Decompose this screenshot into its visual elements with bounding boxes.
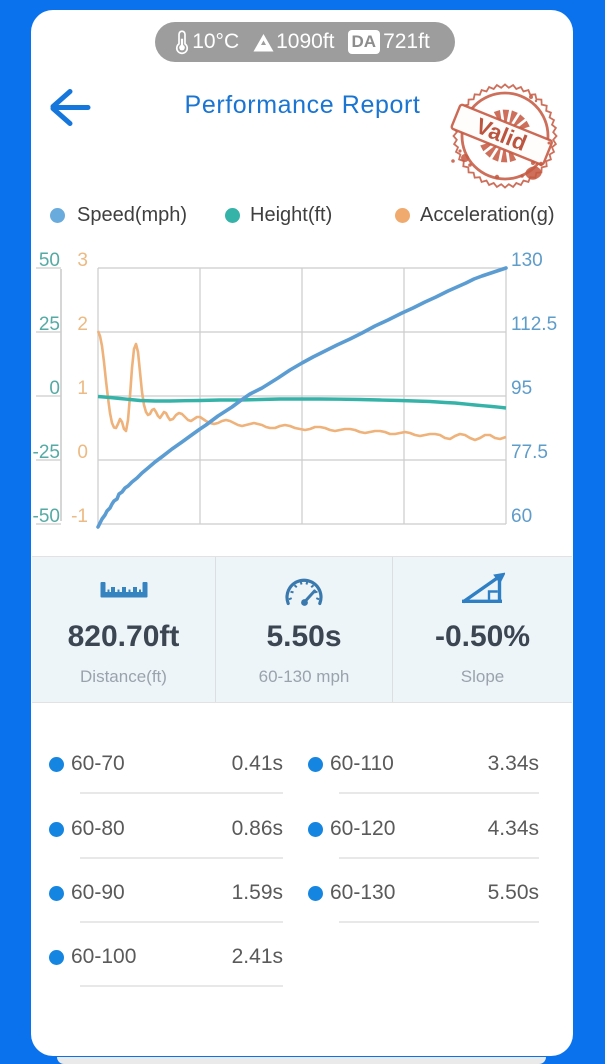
svg-text:130: 130 <box>511 250 543 271</box>
svg-text:25: 25 <box>39 314 60 335</box>
svg-text:50: 50 <box>39 250 60 271</box>
svg-text:-50: -50 <box>33 506 60 527</box>
svg-text:-1: -1 <box>71 506 88 527</box>
svg-text:60: 60 <box>511 506 532 527</box>
svg-text:3: 3 <box>77 250 88 271</box>
svg-text:112.5: 112.5 <box>511 314 557 335</box>
svg-text:95: 95 <box>511 378 532 399</box>
svg-text:0: 0 <box>49 378 60 399</box>
svg-text:1: 1 <box>77 378 88 399</box>
svg-text:-25: -25 <box>33 442 60 463</box>
svg-text:77.5: 77.5 <box>511 442 548 463</box>
svg-text:2: 2 <box>77 314 88 335</box>
svg-text:0: 0 <box>77 442 88 463</box>
